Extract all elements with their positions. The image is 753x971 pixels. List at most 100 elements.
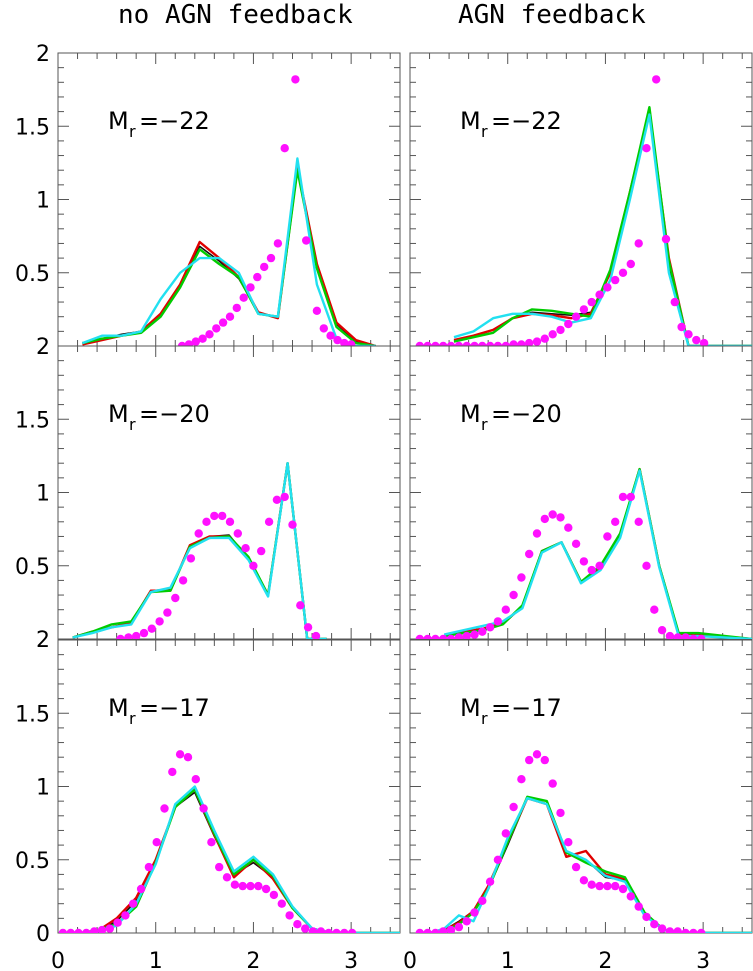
x-tick-label: 1	[501, 949, 515, 971]
y-tick-label: 1.5	[15, 702, 50, 727]
data-point	[485, 341, 495, 346]
data-point	[564, 319, 573, 329]
data-point	[611, 517, 620, 526]
panel-label-subscript: r	[481, 709, 488, 728]
data-point	[246, 881, 255, 891]
data-point	[163, 608, 172, 617]
series-group	[72, 462, 327, 639]
data-point	[121, 911, 130, 920]
data-point	[113, 918, 122, 927]
data-point	[556, 513, 565, 522]
data-point	[618, 492, 628, 502]
panel-label-symbol: M	[460, 694, 481, 722]
data-point	[571, 312, 581, 321]
data-point	[215, 862, 224, 872]
data-point	[587, 297, 596, 307]
data-point	[579, 305, 589, 314]
data-point	[288, 520, 297, 529]
data-point	[595, 881, 604, 891]
data-point	[618, 884, 628, 894]
data-point	[171, 593, 180, 603]
data-point	[302, 236, 311, 245]
series-line-cyan	[81, 157, 376, 346]
data-point	[347, 928, 357, 933]
x-tick-label: 1	[149, 949, 163, 971]
data-point	[277, 899, 286, 908]
data-point	[611, 881, 620, 891]
panel-label-value: =−17	[491, 694, 562, 722]
data-point	[509, 590, 518, 600]
data-point	[697, 634, 706, 639]
data-point	[205, 330, 214, 339]
data-point	[556, 808, 565, 818]
data-point	[269, 890, 279, 900]
data-point	[202, 517, 211, 526]
panel-label-value: =−22	[139, 107, 210, 135]
data-point	[415, 928, 424, 933]
data-point	[261, 884, 271, 894]
data-point	[517, 573, 526, 582]
data-point	[626, 492, 635, 502]
data-point	[509, 802, 518, 812]
data-point	[673, 633, 682, 639]
data-point	[618, 268, 628, 277]
data-point	[257, 546, 266, 556]
data-point	[470, 341, 479, 346]
data-point	[326, 331, 335, 340]
panel-label-symbol: M	[460, 400, 481, 428]
series-line-black	[453, 113, 752, 346]
data-point	[423, 341, 432, 346]
data-point	[579, 557, 589, 566]
data-point	[699, 338, 709, 346]
y-tick-label: 1	[36, 776, 50, 801]
data-point	[564, 838, 573, 847]
data-point	[423, 634, 432, 639]
data-point	[218, 318, 228, 327]
data-point	[230, 880, 240, 889]
y-tick-label: 1.5	[15, 115, 50, 140]
panel-frame	[57, 345, 401, 640]
series-line-cyan	[72, 462, 327, 639]
data-point	[97, 925, 107, 933]
data-point	[548, 510, 557, 519]
data-point	[199, 804, 208, 813]
data-point	[66, 928, 75, 933]
data-point	[571, 862, 581, 872]
data-point	[168, 767, 177, 777]
data-point	[291, 75, 300, 84]
data-point	[194, 529, 203, 538]
data-point	[493, 617, 503, 626]
data-point	[677, 322, 686, 332]
panel-frame	[409, 639, 753, 934]
data-point	[129, 899, 138, 908]
series-line-red	[443, 467, 752, 639]
data-point	[222, 873, 232, 882]
data-point	[532, 529, 542, 538]
data-point	[280, 492, 289, 502]
panel-0-0: 2 0.5 1 1.5 2 M r =−22	[15, 42, 401, 360]
data-point	[225, 312, 235, 321]
y-tick-label: 2	[36, 335, 50, 360]
data-point	[144, 862, 154, 872]
data-point	[105, 924, 115, 933]
series-line-red	[72, 462, 327, 639]
data-point	[308, 927, 318, 933]
panel-label-subscript: r	[129, 122, 136, 141]
data-point	[642, 561, 651, 570]
data-point	[273, 239, 283, 248]
data-point	[689, 928, 698, 933]
data-point	[470, 908, 479, 917]
data-point	[634, 239, 643, 248]
data-point	[571, 539, 581, 548]
data-point	[657, 924, 667, 933]
data-point	[478, 341, 487, 346]
data-point	[454, 341, 464, 346]
data-point	[681, 633, 690, 639]
data-point	[232, 303, 241, 313]
y-tick-label: 0.5	[15, 849, 50, 874]
series-group	[415, 467, 752, 639]
data-point	[525, 338, 534, 346]
panel-label-value: =−20	[139, 400, 210, 428]
y-tick-label: 0.5	[15, 555, 50, 580]
